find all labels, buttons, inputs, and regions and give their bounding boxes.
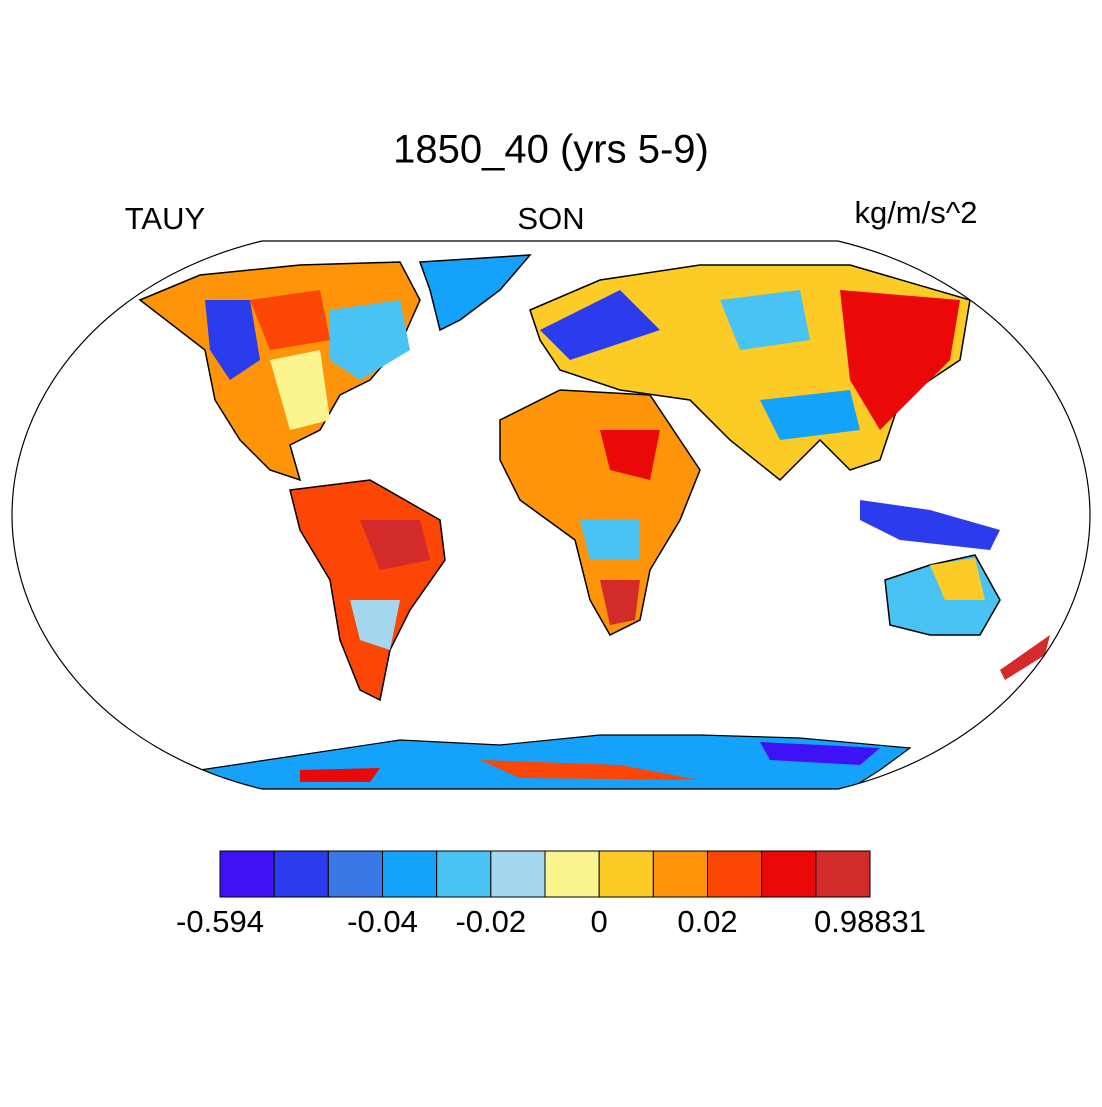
colorbar-box xyxy=(598,850,654,898)
colorbar-box xyxy=(273,850,329,898)
colorbar: -0.594 -0.04 -0.02 0 0.02 0.98831 xyxy=(176,850,926,939)
colorbar-label: 0.02 xyxy=(677,904,737,939)
colorbar-box xyxy=(544,850,600,898)
colorbar-box xyxy=(327,850,384,898)
colorbar-box xyxy=(707,850,763,898)
title: 1850_40 (yrs 5-9) xyxy=(393,128,709,172)
map xyxy=(11,240,1091,790)
colorbar-label: -0.02 xyxy=(455,904,526,939)
map-frame xyxy=(11,240,1091,790)
colorbar-box xyxy=(652,850,708,898)
colorbar-box xyxy=(815,850,871,898)
center-string: SON xyxy=(517,201,584,236)
colorbar-box xyxy=(382,850,438,898)
colorbar-label: 0.98831 xyxy=(814,904,926,939)
colorbar-label: -0.04 xyxy=(347,904,418,939)
colorbar-label: 0 xyxy=(591,904,608,939)
colorbar-box xyxy=(761,850,817,898)
colorbar-label: -0.594 xyxy=(176,904,264,939)
colorbar-box xyxy=(436,850,492,898)
left-string: TAUY xyxy=(125,201,205,236)
right-string: kg/m/s^2 xyxy=(854,195,977,230)
colorbar-box xyxy=(219,850,275,898)
colorbar-box xyxy=(490,850,546,898)
land-field xyxy=(138,254,1050,789)
